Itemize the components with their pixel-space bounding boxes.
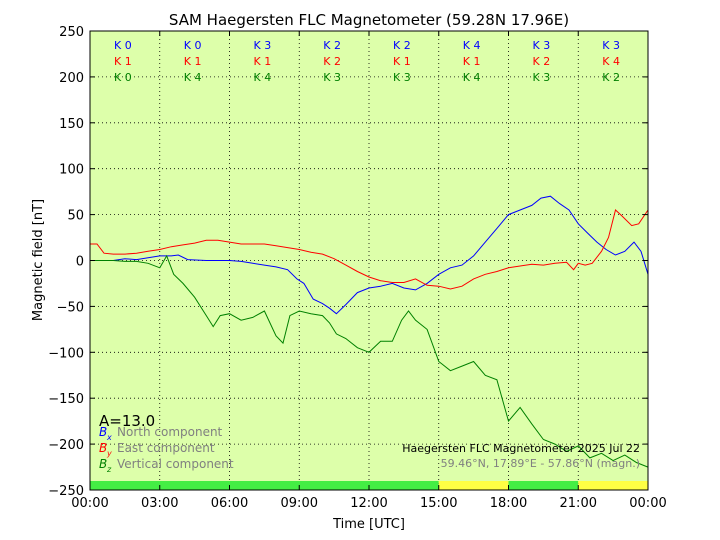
x-tick-label: 03:00 bbox=[141, 496, 178, 511]
y-tick-label: 150 bbox=[59, 117, 84, 132]
activity-segment bbox=[508, 481, 579, 490]
k-index-label: K 0 bbox=[114, 71, 132, 84]
x-tick-label: 06:00 bbox=[211, 496, 248, 511]
y-tick-label: 50 bbox=[67, 209, 84, 224]
y-tick-label: 200 bbox=[59, 71, 84, 86]
activity-bar bbox=[90, 481, 648, 490]
legend-text: East component bbox=[117, 441, 215, 455]
activity-segment bbox=[438, 481, 509, 490]
legend-subscript: x bbox=[106, 433, 112, 442]
x-tick-label: 21:00 bbox=[560, 496, 597, 511]
k-index-label: K 2 bbox=[323, 55, 341, 68]
series-line bbox=[90, 209, 649, 290]
k-index-labels: K 0 K 0 K 3 K 2 K 2 K 4 K 3 K 3 K 1 K 1 K 1 K 2 K 1 K… bbox=[114, 39, 620, 84]
activity-segment bbox=[90, 481, 439, 490]
k-index-label: K 1 bbox=[463, 55, 481, 68]
legend-symbol: B bbox=[99, 441, 107, 455]
k-index-label: K 3 bbox=[393, 71, 411, 84]
k-index-label: K 0 bbox=[114, 39, 132, 52]
k-index-label: K 0 bbox=[184, 39, 202, 52]
k-index-label: K 4 bbox=[602, 55, 620, 68]
y-tick-label: −50 bbox=[57, 300, 84, 315]
x-tick-label: 09:00 bbox=[281, 496, 318, 511]
legend-symbol: B bbox=[99, 457, 107, 471]
x-tick-label: 00:00 bbox=[629, 496, 666, 511]
a-index-label: A=13.0 bbox=[99, 412, 155, 430]
series-lines bbox=[90, 195, 649, 468]
legend-text: Vertical component bbox=[117, 457, 234, 471]
x-tick-label: 12:00 bbox=[350, 496, 387, 511]
legend-subscript: y bbox=[106, 449, 112, 458]
k-index-label: K 4 bbox=[463, 71, 481, 84]
x-tick-label: 18:00 bbox=[490, 496, 527, 511]
x-axis-label: Time [UTC] bbox=[332, 517, 405, 532]
y-tick-label: −100 bbox=[48, 346, 84, 361]
x-tick-label: 15:00 bbox=[420, 496, 457, 511]
k-index-label: K 1 bbox=[114, 55, 132, 68]
k-index-label: K 2 bbox=[323, 39, 341, 52]
k-index-label: K 2 bbox=[393, 39, 411, 52]
legend-subscript: z bbox=[106, 465, 112, 474]
k-index-label: K 4 bbox=[184, 71, 202, 84]
k-index-label: K 1 bbox=[254, 55, 272, 68]
k-index-label: K 3 bbox=[533, 39, 551, 52]
activity-segment bbox=[578, 481, 648, 490]
series-line bbox=[90, 254, 649, 468]
k-index-label: K 2 bbox=[602, 71, 620, 84]
y-tick-label: −200 bbox=[48, 438, 84, 453]
k-index-label: K 2 bbox=[533, 55, 551, 68]
series-line bbox=[90, 195, 649, 315]
k-index-label: K 3 bbox=[323, 71, 341, 84]
legend-symbol: B bbox=[99, 425, 107, 439]
info-line-2: 59.46°N, 17.89°E - 57.86°N (magn.) bbox=[441, 457, 640, 470]
k-index-label: K 1 bbox=[393, 55, 411, 68]
k-index-label: K 3 bbox=[533, 71, 551, 84]
y-tick-label: −150 bbox=[48, 392, 84, 407]
k-index-label: K 3 bbox=[602, 39, 620, 52]
y-tick-label: −250 bbox=[48, 484, 84, 499]
k-index-label: K 4 bbox=[254, 71, 272, 84]
y-tick-label: 250 bbox=[59, 25, 84, 40]
info-line-1: Haegersten FLC Magnetometer 2025 Jul 22 bbox=[402, 442, 640, 455]
axis-ticks: 00:00 03:00 06:00 09:00 12:00 15:00 18:00 21:00… bbox=[48, 25, 666, 511]
chart-title: SAM Haegersten FLC Magnetometer (59.28N … bbox=[169, 11, 569, 29]
y-axis-label: Magnetic field [nT] bbox=[31, 199, 46, 321]
k-index-label: K 1 bbox=[184, 55, 202, 68]
legend-text: North component bbox=[117, 425, 223, 439]
y-tick-label: 100 bbox=[59, 163, 84, 178]
x-tick-label: 00:00 bbox=[71, 496, 108, 511]
k-index-label: K 4 bbox=[463, 39, 481, 52]
k-index-label: K 3 bbox=[254, 39, 272, 52]
y-tick-label: 0 bbox=[76, 255, 84, 270]
